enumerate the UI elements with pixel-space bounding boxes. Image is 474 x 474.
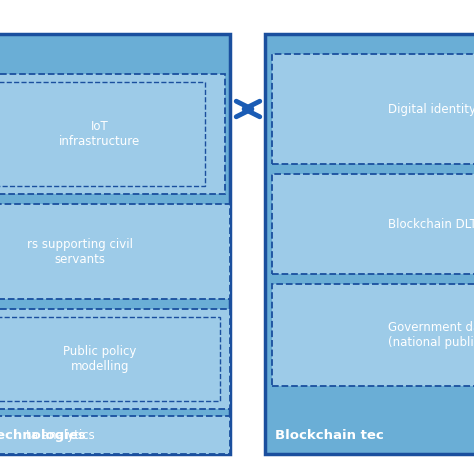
Text: IoT
infrastructure: IoT infrastructure	[59, 120, 141, 148]
Bar	[0, 34, 230, 454]
Text: Blockchain tec: Blockchain tec	[275, 429, 384, 442]
Text: Government dat
(national publi: Government dat (national publi	[388, 321, 474, 349]
Text: Public policy
modelling: Public policy modelling	[64, 345, 137, 373]
Bar	[0, 82, 205, 186]
Bar	[272, 174, 474, 274]
Bar	[0, 317, 220, 401]
Bar	[0, 74, 225, 194]
Text: Blockchain DLT and s: Blockchain DLT and s	[388, 218, 474, 230]
Bar	[272, 284, 474, 386]
Bar	[265, 34, 474, 454]
Bar	[0, 204, 230, 299]
Bar	[272, 54, 474, 164]
Text: Digital identity and e: Digital identity and e	[388, 102, 474, 116]
Text: AI technologies: AI technologies	[0, 429, 86, 442]
Bar	[0, 416, 230, 454]
Text: ta analytics: ta analytics	[26, 428, 94, 441]
Bar	[0, 309, 230, 409]
Text: rs supporting civil
servants: rs supporting civil servants	[27, 238, 133, 266]
